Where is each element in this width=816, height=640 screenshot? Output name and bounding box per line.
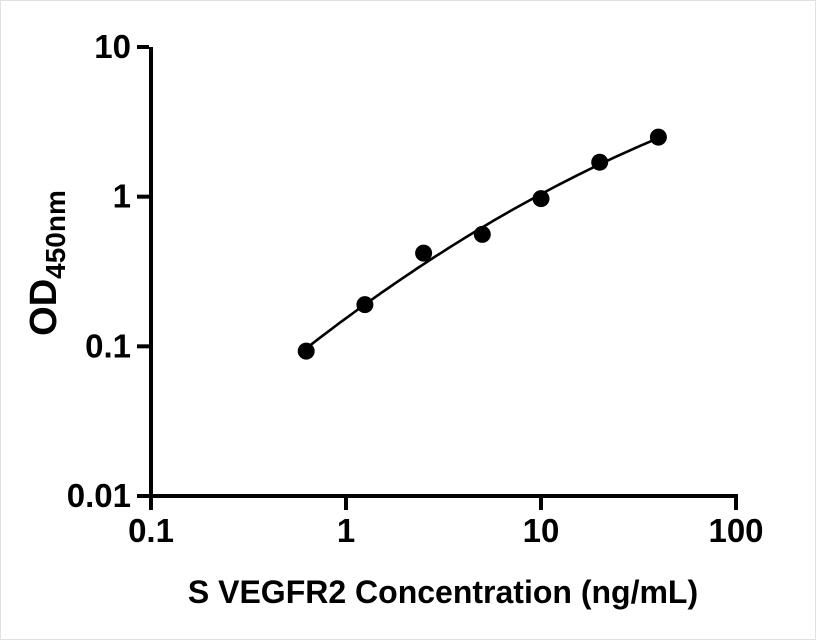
y-tick-label: 0.1 bbox=[85, 327, 131, 364]
data-point bbox=[649, 128, 667, 146]
data-point bbox=[356, 296, 374, 314]
data-point bbox=[297, 342, 315, 360]
y-tick-label: 10 bbox=[94, 28, 131, 65]
fit-curve-group bbox=[305, 136, 659, 350]
x-tick-label: 0.1 bbox=[128, 512, 174, 549]
x-tick-label: 100 bbox=[708, 512, 763, 549]
data-point bbox=[473, 225, 491, 243]
y-axis-title: OD450nm bbox=[23, 190, 71, 336]
data-point bbox=[532, 190, 550, 208]
x-axis-title: S VEGFR2 Concentration (ng/mL) bbox=[188, 574, 698, 610]
data-point bbox=[591, 153, 609, 171]
x-tick-label: 1 bbox=[337, 512, 355, 549]
ticks-group bbox=[137, 45, 738, 510]
axes-group bbox=[149, 47, 738, 498]
y-axis-title-main: OD bbox=[23, 279, 65, 336]
y-tick-label: 1 bbox=[113, 178, 131, 215]
data-point bbox=[415, 244, 433, 262]
y-tick-label: 0.01 bbox=[67, 477, 131, 514]
data-points-group bbox=[297, 128, 667, 360]
x-tick-label: 10 bbox=[523, 512, 560, 549]
axis-spine bbox=[149, 47, 738, 498]
fit-curve bbox=[305, 136, 659, 350]
y-axis-title-sub: 450nm bbox=[40, 190, 71, 279]
